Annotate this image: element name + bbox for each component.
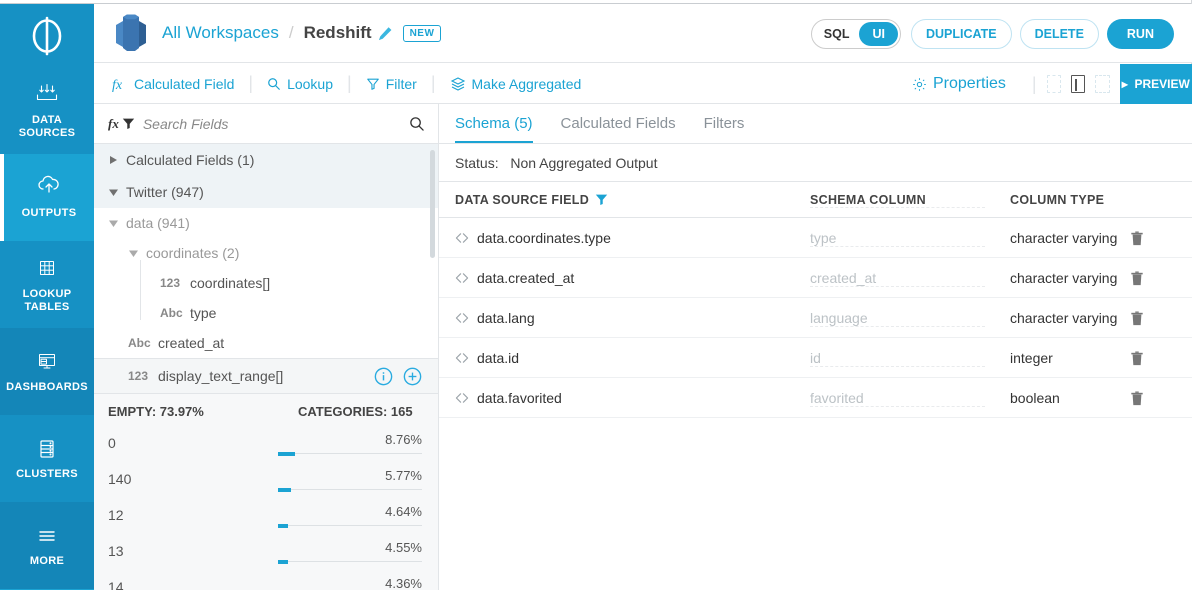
svg-text:fx: fx [112, 78, 123, 92]
